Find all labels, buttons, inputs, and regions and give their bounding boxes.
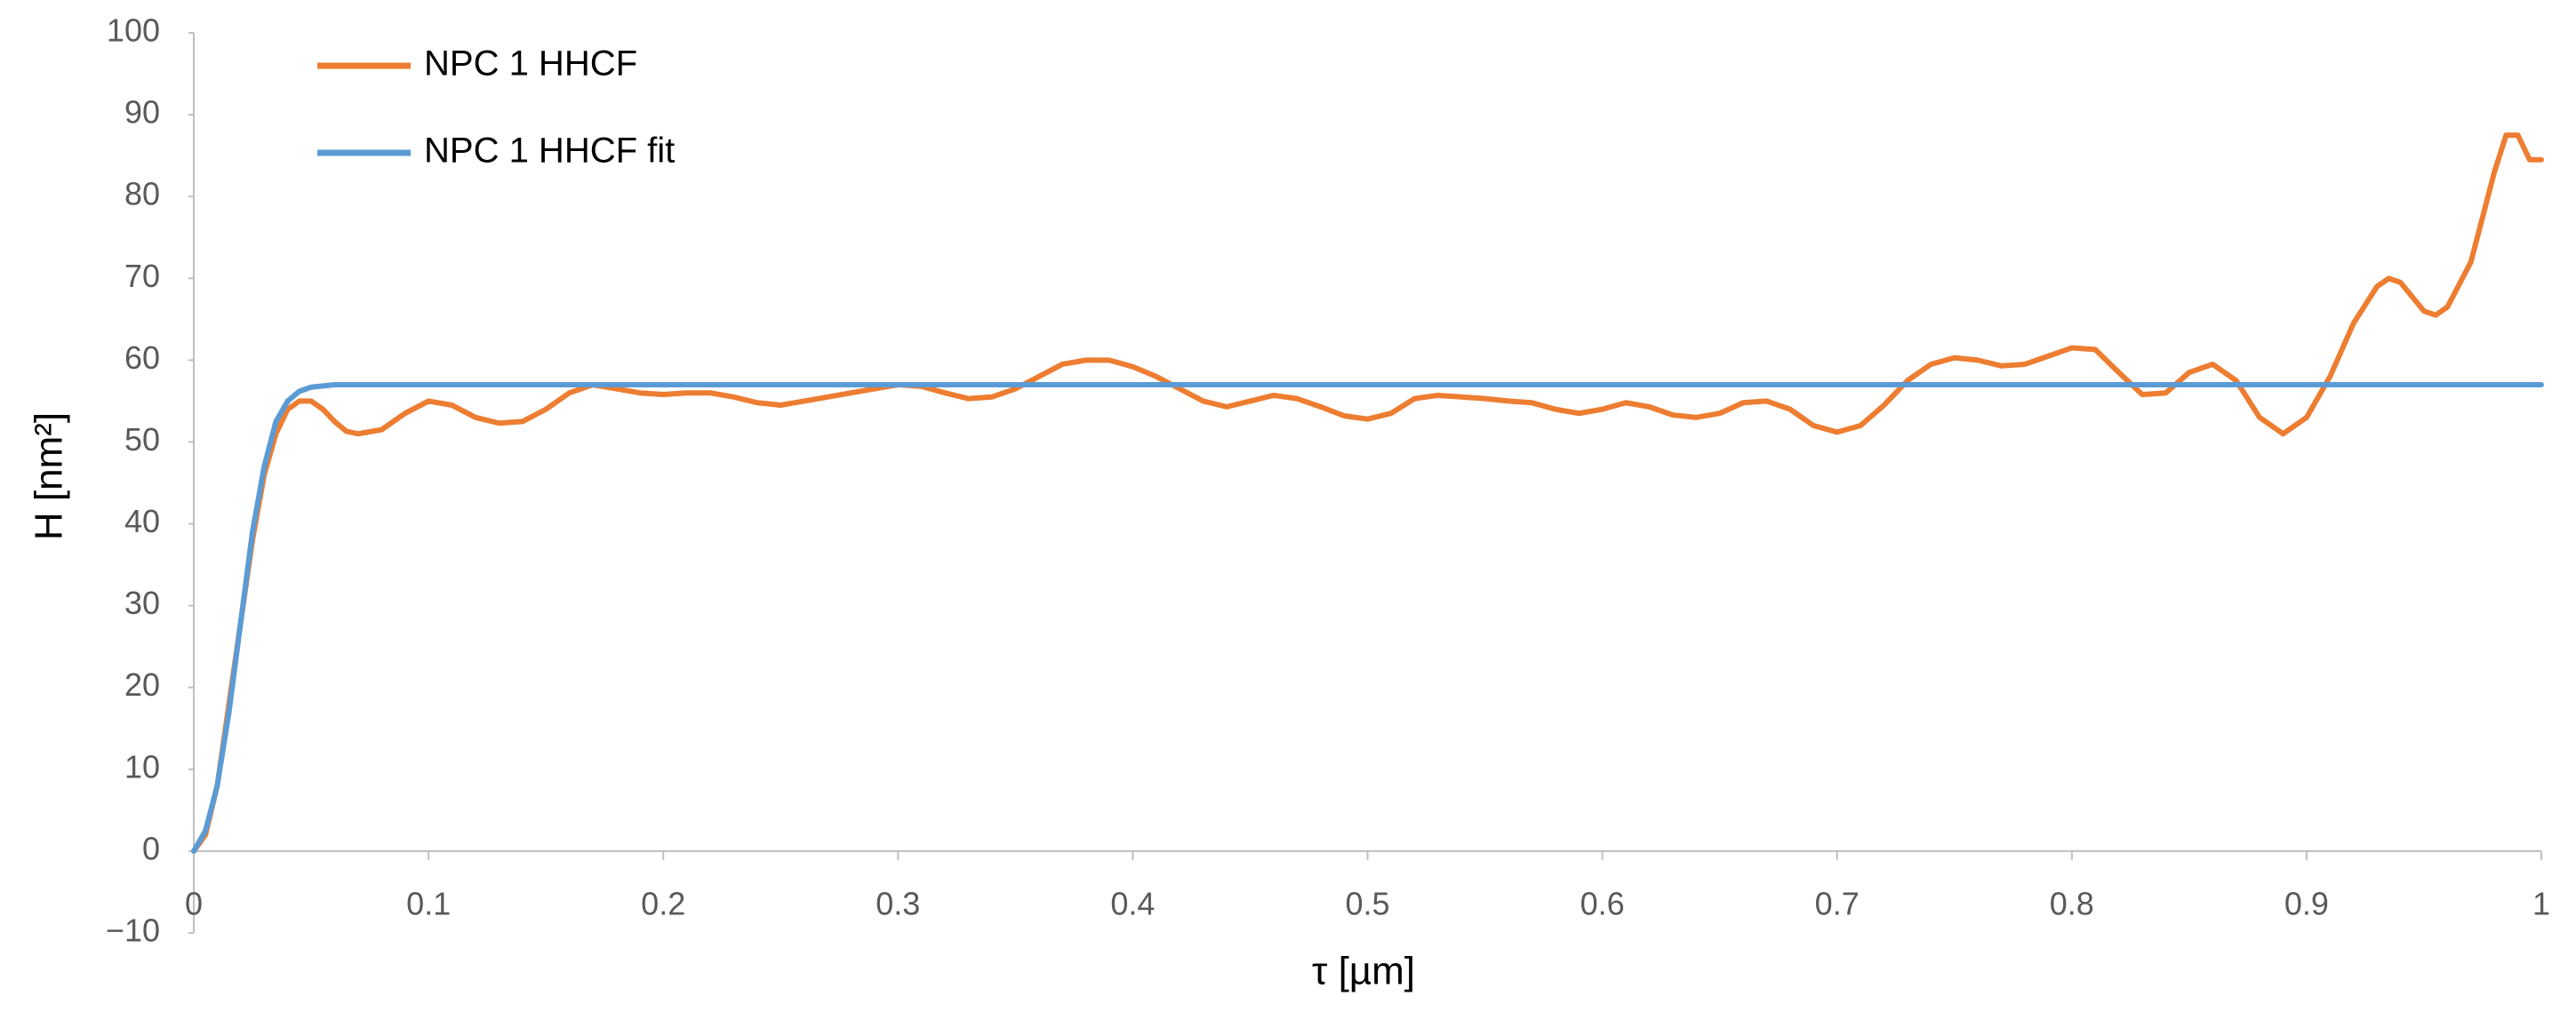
y-tick-label: −10	[106, 912, 160, 949]
y-tick-label: 90	[124, 94, 160, 131]
legend-label: NPC 1 HHCF fit	[424, 131, 675, 171]
x-tick-label: 0.2	[641, 886, 685, 922]
x-tick-label: 1	[2532, 886, 2550, 922]
x-tick-label: 0.5	[1345, 886, 1389, 922]
y-tick-label: 30	[124, 585, 160, 621]
y-tick-label: 100	[107, 12, 160, 49]
x-tick-label: 0.9	[2284, 886, 2329, 922]
x-tick-label: 0.4	[1110, 886, 1155, 922]
x-tick-label: 0.3	[876, 886, 920, 922]
y-tick-label: 10	[124, 748, 160, 785]
data-line	[191, 132, 2544, 854]
y-tick-label: 70	[124, 258, 160, 294]
y-tick-label: 80	[124, 176, 160, 212]
x-tick-label: 0.6	[1580, 886, 1625, 922]
y-tick-label: 40	[124, 503, 160, 539]
x-tick-label: 0.1	[406, 886, 451, 922]
data-line	[191, 381, 2544, 854]
y-tick-label: 20	[124, 666, 160, 703]
x-tick-label: 0	[185, 886, 203, 922]
y-tick-label: 0	[142, 830, 160, 866]
x-tick-label: 0.7	[1815, 886, 1860, 922]
y-axis-title: H [nm²]	[28, 412, 71, 540]
x-tick-label: 0.8	[2050, 886, 2094, 922]
x-axis-title: τ [µm]	[1312, 950, 1415, 993]
legend-label: NPC 1 HHCF	[424, 44, 637, 84]
y-tick-label: 60	[124, 339, 160, 376]
y-tick-label: 50	[124, 421, 160, 458]
